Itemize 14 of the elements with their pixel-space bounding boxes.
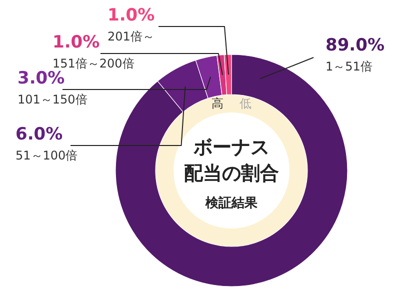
- data-label: 1.0%: [52, 32, 100, 52]
- text: 高: [212, 96, 224, 110]
- text: 検証結果: [204, 195, 258, 211]
- slice-label: 51～100倍: [16, 148, 78, 162]
- slice-label: 201倍～: [108, 30, 154, 44]
- slice-label: 1～51倍: [326, 60, 372, 74]
- text: ボーナス配当の割合: [184, 136, 279, 185]
- data-label: 89.0%: [326, 36, 384, 56]
- data-label: 1.0%: [108, 6, 155, 26]
- slice-label: 151倍～200倍: [52, 56, 134, 70]
- text: 低: [240, 96, 252, 110]
- data-label: 3.0%: [18, 68, 65, 88]
- slice-label: 101～150倍: [18, 92, 88, 106]
- data-label: 6.0%: [16, 124, 63, 144]
